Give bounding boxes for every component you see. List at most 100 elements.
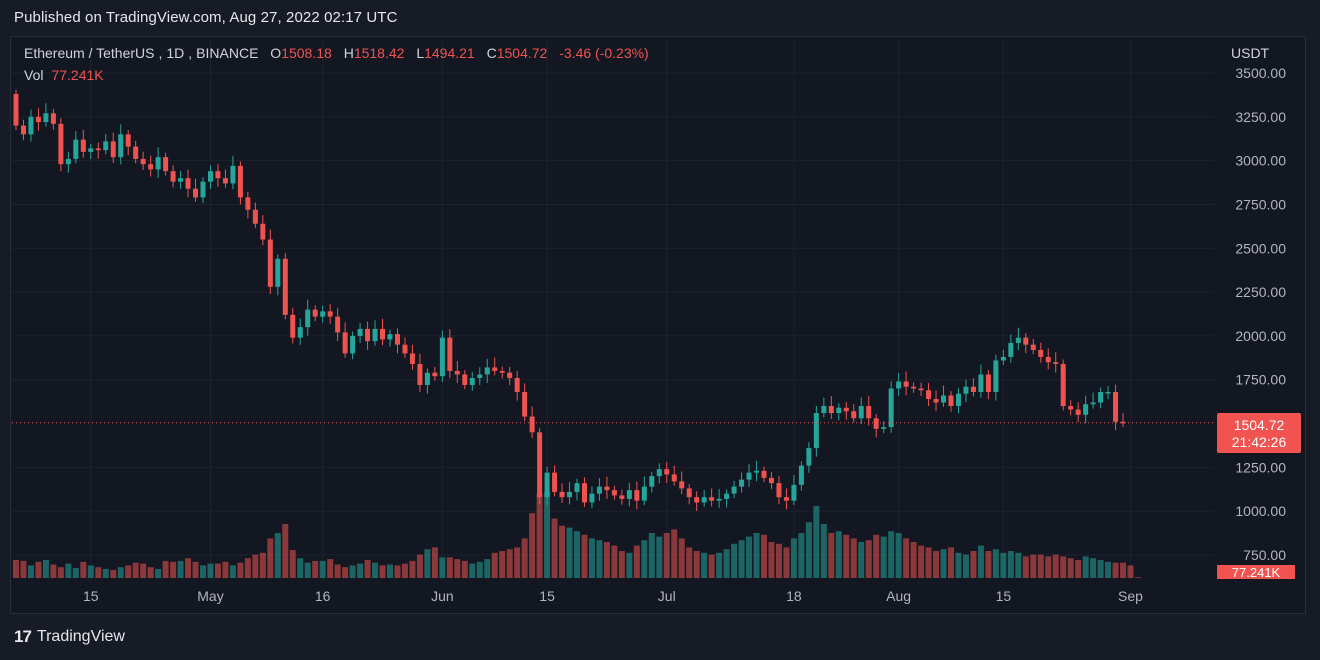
candle-body xyxy=(911,386,917,389)
tradingview-brand[interactable]: 17 TradingView xyxy=(14,627,125,647)
volume-bar xyxy=(1015,552,1022,578)
candle-body xyxy=(118,134,124,158)
volume-bar xyxy=(267,538,274,578)
volume-bar xyxy=(484,559,491,578)
candle-body xyxy=(1090,402,1096,405)
volume-bar xyxy=(663,533,670,578)
volume-bar xyxy=(768,542,775,578)
candle-body xyxy=(275,258,281,287)
candle-body xyxy=(424,372,430,385)
price-tick-label: 2250.00 xyxy=(1235,284,1286,300)
volume-bar xyxy=(469,563,476,578)
candle-body xyxy=(679,481,685,489)
candle-body xyxy=(694,497,700,503)
volume-bar xyxy=(237,562,244,578)
volume-bar xyxy=(499,551,506,578)
volume-bar xyxy=(761,534,767,578)
volume-bar xyxy=(117,567,124,578)
candle-body xyxy=(1008,342,1014,357)
candle-body xyxy=(365,328,371,342)
candle-body xyxy=(432,372,438,377)
volume-bar xyxy=(656,536,663,578)
candle-body xyxy=(13,94,19,126)
volume-bar xyxy=(940,549,947,578)
volume-bar xyxy=(559,525,566,578)
published-caption: Published on TradingView.com, Aug 27, 20… xyxy=(14,9,398,26)
candle-body xyxy=(88,148,94,152)
volume-bar xyxy=(192,561,199,578)
time-tick-label: 15 xyxy=(83,588,99,604)
volume-bar xyxy=(185,558,192,578)
high-value: 1518.42 xyxy=(353,45,405,61)
candle-body xyxy=(798,465,804,485)
volume-bar xyxy=(693,551,700,578)
volume-bar xyxy=(1000,552,1007,578)
time-tick-label: 15 xyxy=(539,588,555,604)
volume-bar xyxy=(723,549,730,578)
candle-body xyxy=(836,407,842,414)
last-price-tag-bg xyxy=(1217,413,1301,453)
volume-bar xyxy=(1105,561,1112,578)
candle-body xyxy=(985,374,991,392)
volume-bar xyxy=(409,560,416,578)
chart-panel[interactable] xyxy=(10,36,1306,614)
candle-body xyxy=(193,188,199,198)
candle-body xyxy=(776,483,782,498)
candle-body xyxy=(963,386,969,394)
volume-bar xyxy=(903,538,910,578)
volume-bar xyxy=(177,560,184,578)
last-price-label: 1504.72 xyxy=(1234,417,1285,433)
volume-bar xyxy=(588,538,595,578)
volume-bar xyxy=(581,534,588,578)
candle-body xyxy=(903,381,909,387)
volume-bar xyxy=(970,551,977,578)
candle-body xyxy=(933,399,939,403)
candle-body xyxy=(20,125,26,135)
volume-bar xyxy=(13,560,19,578)
volume-bar xyxy=(416,554,423,578)
volume-bar xyxy=(102,569,109,578)
candle-body xyxy=(462,374,468,385)
price-tick-label: 3500.00 xyxy=(1235,65,1286,81)
volume-bar xyxy=(678,538,685,578)
candle-body xyxy=(649,476,655,487)
candle-body xyxy=(754,470,760,473)
candle-body xyxy=(843,407,849,412)
volume-bar xyxy=(1045,556,1052,578)
candle-body xyxy=(806,448,812,466)
volume-bar xyxy=(27,565,34,578)
candle-body xyxy=(499,370,505,373)
candle-body xyxy=(993,360,999,392)
symbol-name: Ethereum / TetherUS xyxy=(24,45,155,61)
volume-bar xyxy=(611,545,618,578)
candle-body xyxy=(125,134,131,147)
candle-body xyxy=(858,406,864,419)
volume-bar xyxy=(87,565,94,578)
candle-body xyxy=(926,390,932,400)
candle-body xyxy=(170,171,176,182)
candle-body xyxy=(1053,362,1059,364)
volume-bar xyxy=(895,533,902,578)
candle-body xyxy=(1075,409,1081,415)
candle-body xyxy=(402,344,408,354)
volume-bar xyxy=(633,545,640,578)
volume-bar xyxy=(671,529,678,578)
candle-body xyxy=(567,491,573,498)
volume-bar xyxy=(446,557,453,578)
candle-body xyxy=(335,316,341,333)
volume-bar xyxy=(50,564,57,578)
candle-body xyxy=(297,327,303,338)
volume-bar xyxy=(372,562,379,578)
volume-bar xyxy=(319,560,326,578)
brand-name: TradingView xyxy=(36,628,125,645)
candle-body xyxy=(970,386,976,392)
volume-bar xyxy=(820,524,827,578)
grid-lines xyxy=(12,40,1214,580)
candle-body xyxy=(821,406,827,414)
volume-bar xyxy=(357,563,364,578)
volume-bar xyxy=(387,564,393,578)
volume-bar xyxy=(20,560,27,578)
candle-body xyxy=(828,406,834,414)
candle-body xyxy=(529,416,535,433)
